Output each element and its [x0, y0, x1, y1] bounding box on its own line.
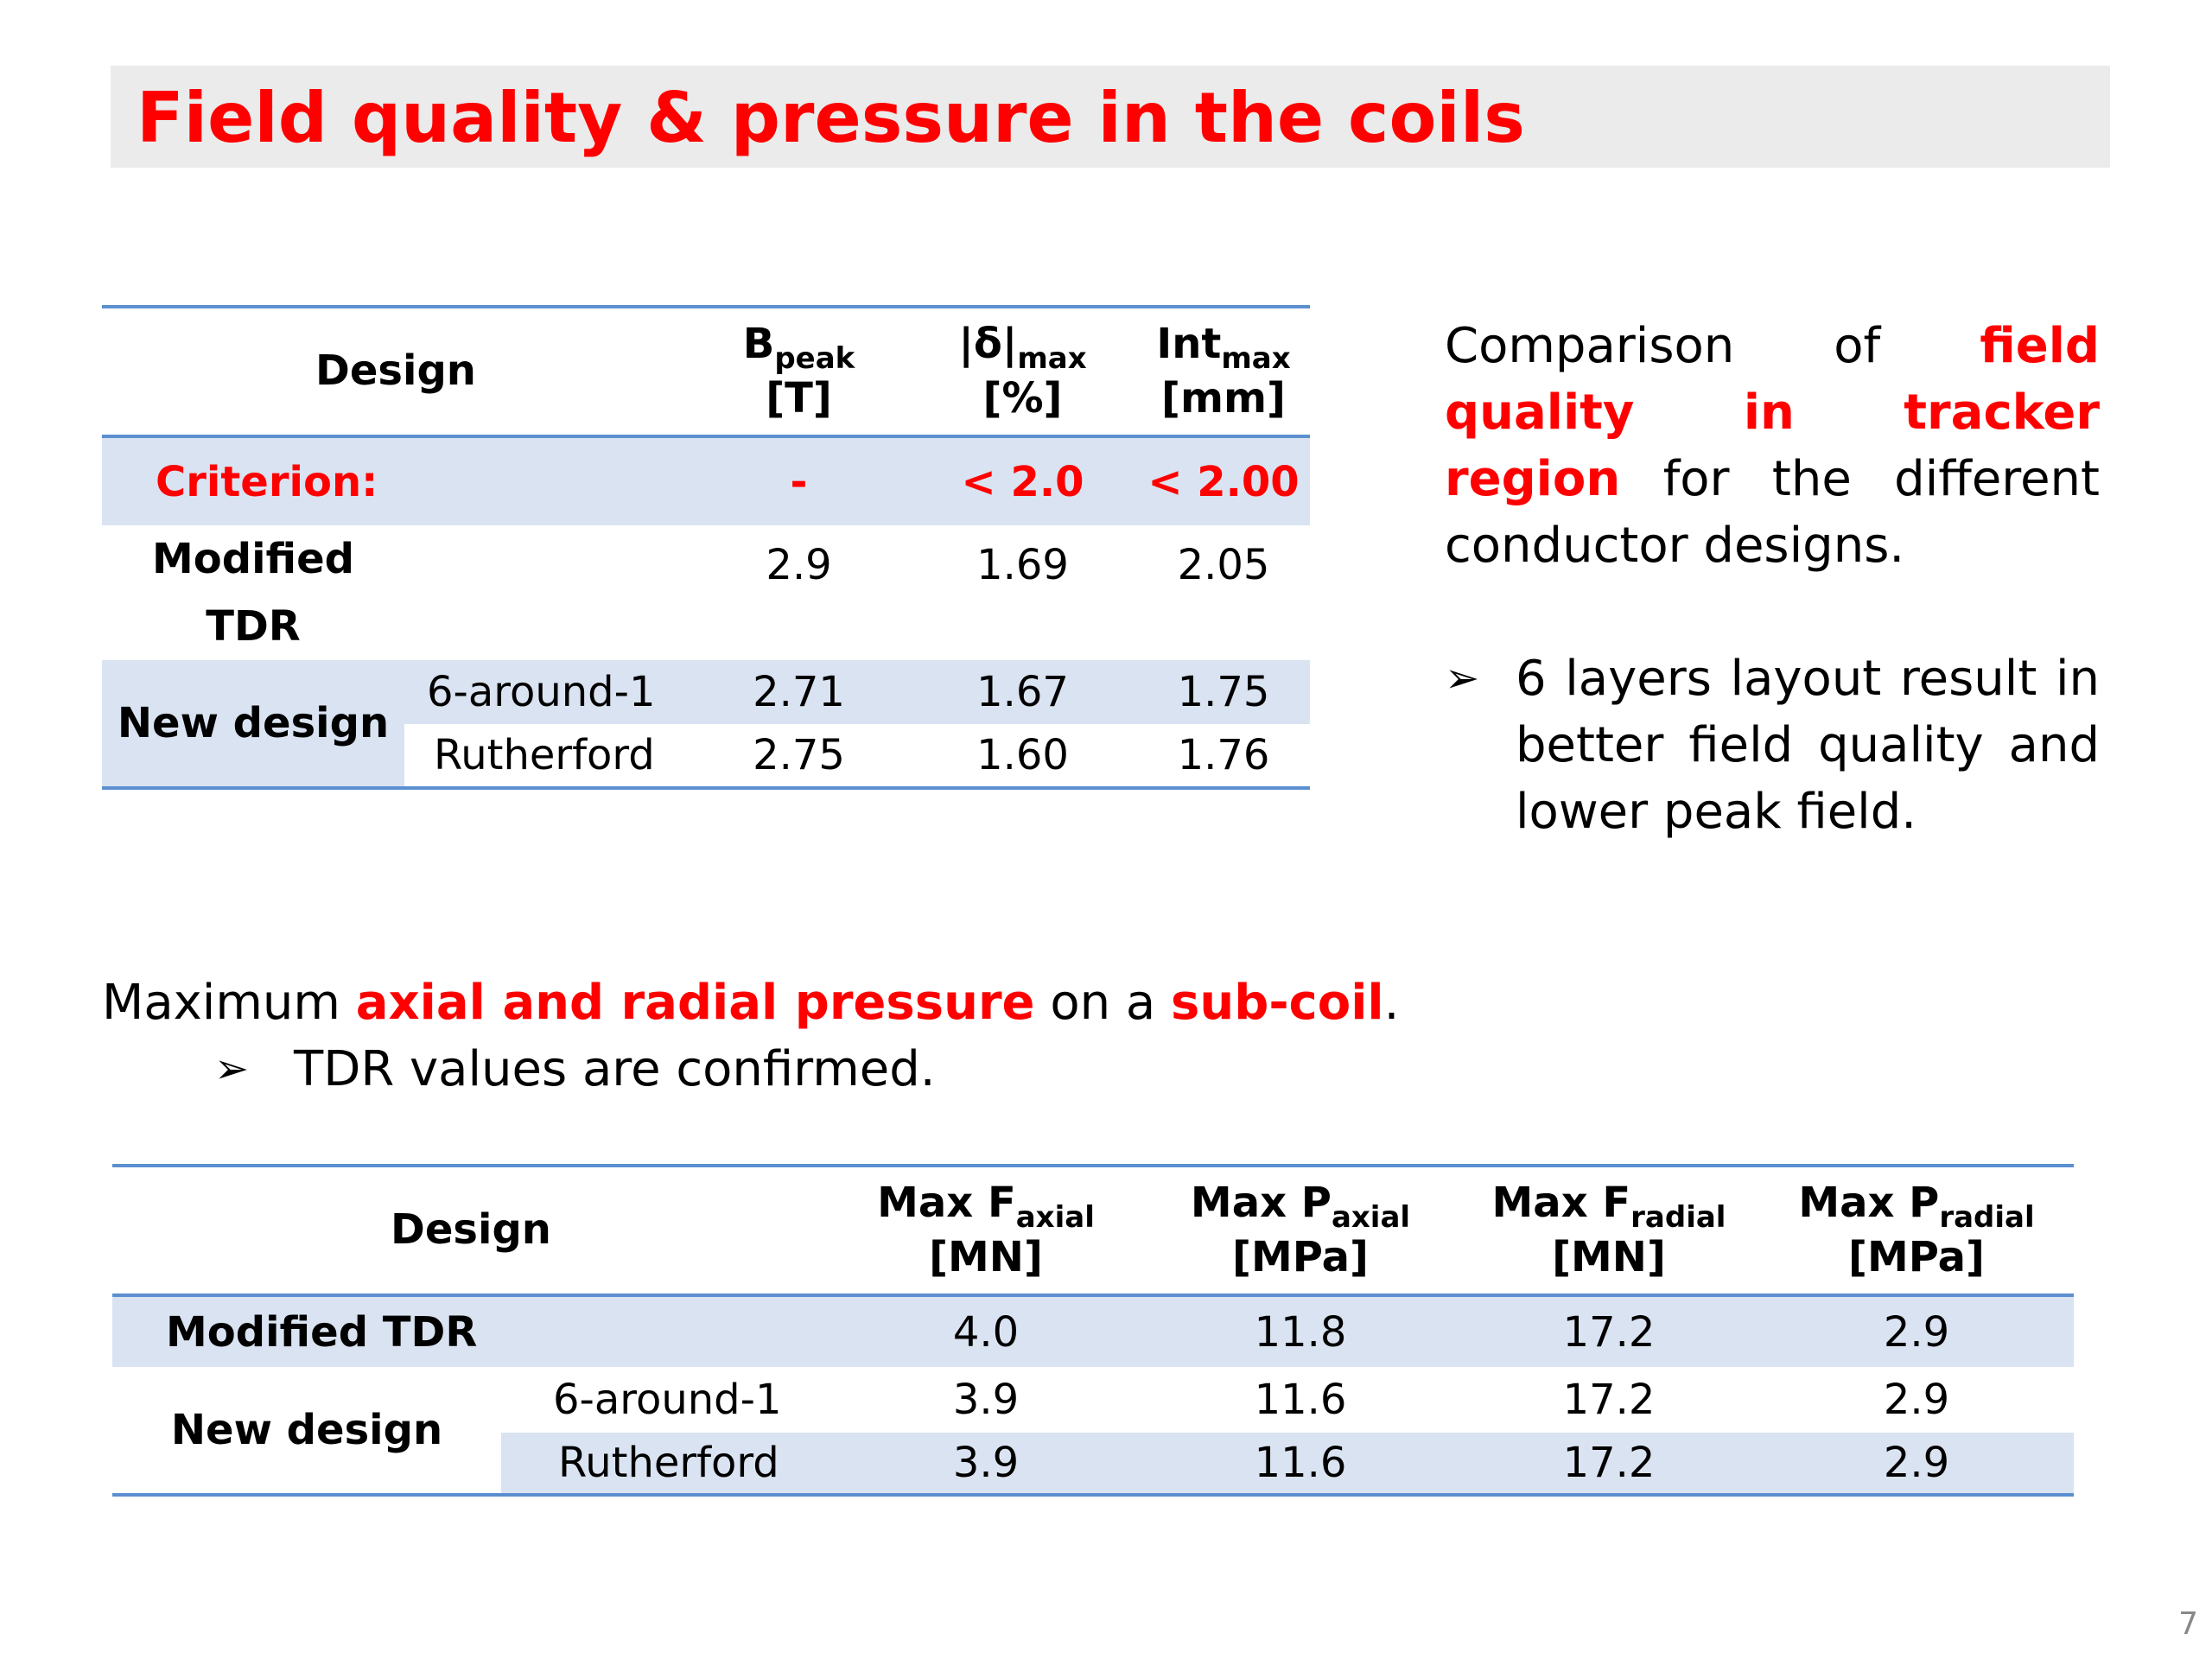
- slide-title: Field quality & pressure in the coils: [137, 78, 1525, 158]
- table-row: New design 6-around-1 3.9 11.6 17.2 2.9: [112, 1367, 2074, 1495]
- modified-tdr-label: Modified TDR: [151, 535, 355, 651]
- cell-delta: 1.60: [976, 731, 1069, 779]
- table-header-row: Design Max Faxial [MN] Max Paxial [MPa] …: [112, 1166, 2074, 1295]
- header-design: Design: [391, 1205, 551, 1255]
- comparison-text: Comparison of field quality in tracker r…: [1445, 313, 2100, 845]
- criterion-delta: < 2.0: [961, 457, 1084, 506]
- cell-p-radial: 2.9: [1883, 1307, 1950, 1357]
- modified-tdr-label: Modified TDR: [166, 1307, 478, 1357]
- pressure-bullet: ➢ TDR values are confirmed.: [102, 1036, 1399, 1103]
- criterion-bpeak: -: [790, 457, 808, 506]
- page-number: 7: [2178, 1606, 2198, 1642]
- table-row-modified-tdr: Modified TDR 2.9 1.69 2.05: [102, 525, 1310, 660]
- cell-p-axial: 11.6: [1254, 1439, 1347, 1487]
- new-design-label: New design: [102, 660, 404, 788]
- comparison-bullet: ➢ 6 layers layout result in better field…: [1445, 645, 2100, 845]
- row-name: Rutherford: [434, 731, 655, 779]
- row-name: 6-around-1: [553, 1376, 782, 1424]
- modified-int: 2.05: [1177, 541, 1270, 589]
- field-quality-table: Design Bpeak [T] |δ|max [%] Intmax [mm] …: [102, 305, 1310, 790]
- cell-f-radial: 17.2: [1562, 1307, 1656, 1357]
- cell-f-radial: 17.2: [1562, 1376, 1656, 1424]
- header-max-p-radial: Max Pradial [MPa]: [1798, 1178, 2035, 1281]
- arrow-bullet-icon: ➢: [214, 1045, 250, 1093]
- table-header-row: Design Bpeak [T] |δ|max [%] Intmax [mm]: [102, 307, 1310, 436]
- new-design-label: New design: [112, 1367, 501, 1495]
- pressure-text: Maximum axial and radial pressure on a s…: [102, 969, 1399, 1103]
- cell-f-axial: 3.9: [952, 1439, 1020, 1487]
- cell-int: 1.75: [1177, 668, 1270, 716]
- cell-bpeak: 2.75: [753, 731, 845, 779]
- cell-p-radial: 2.9: [1883, 1376, 1950, 1424]
- title-bar: Field quality & pressure in the coils: [111, 66, 2110, 168]
- criterion-label: Criterion:: [156, 457, 378, 506]
- cell-p-radial: 2.9: [1883, 1439, 1950, 1487]
- table-row: New design 6-around-1 2.71 1.67 1.75: [102, 660, 1310, 788]
- modified-bpeak: 2.9: [766, 541, 832, 589]
- criterion-int: < 2.00: [1147, 457, 1300, 506]
- cell-bpeak: 2.71: [753, 668, 845, 716]
- comparison-paragraph: Comparison of field quality in tracker r…: [1445, 318, 2100, 574]
- pressure-paragraph: Maximum axial and radial pressure on a s…: [102, 975, 1400, 1031]
- cell-delta: 1.67: [976, 668, 1069, 716]
- header-design: Design: [315, 346, 476, 396]
- cell-f-axial: 3.9: [952, 1376, 1020, 1424]
- modified-delta: 1.69: [976, 541, 1069, 589]
- cell-f-axial: 4.0: [952, 1307, 1020, 1357]
- header-int-max: Intmax [mm]: [1156, 319, 1291, 423]
- row-name: Rutherford: [558, 1439, 779, 1487]
- header-bpeak: Bpeak [T]: [742, 319, 855, 423]
- pressure-table: Design Max Faxial [MN] Max Paxial [MPa] …: [112, 1164, 2074, 1497]
- header-max-f-radial: Max Fradial [MN]: [1491, 1178, 1726, 1281]
- row-name: 6-around-1: [427, 668, 656, 716]
- header-delta-max: |δ|max [%]: [958, 319, 1087, 423]
- criterion-row: Criterion: - < 2.0 < 2.00: [102, 436, 1310, 525]
- arrow-bullet-icon: ➢: [1445, 654, 1480, 702]
- cell-int: 1.76: [1177, 731, 1270, 779]
- table-row-modified-tdr: Modified TDR 4.0 11.8 17.2 2.9: [112, 1295, 2074, 1367]
- header-max-f-axial: Max Faxial [MN]: [877, 1178, 1095, 1281]
- cell-p-axial: 11.6: [1254, 1376, 1347, 1424]
- header-max-p-axial: Max Paxial [MPa]: [1190, 1178, 1411, 1281]
- cell-p-axial: 11.8: [1254, 1307, 1347, 1357]
- cell-f-radial: 17.2: [1562, 1439, 1656, 1487]
